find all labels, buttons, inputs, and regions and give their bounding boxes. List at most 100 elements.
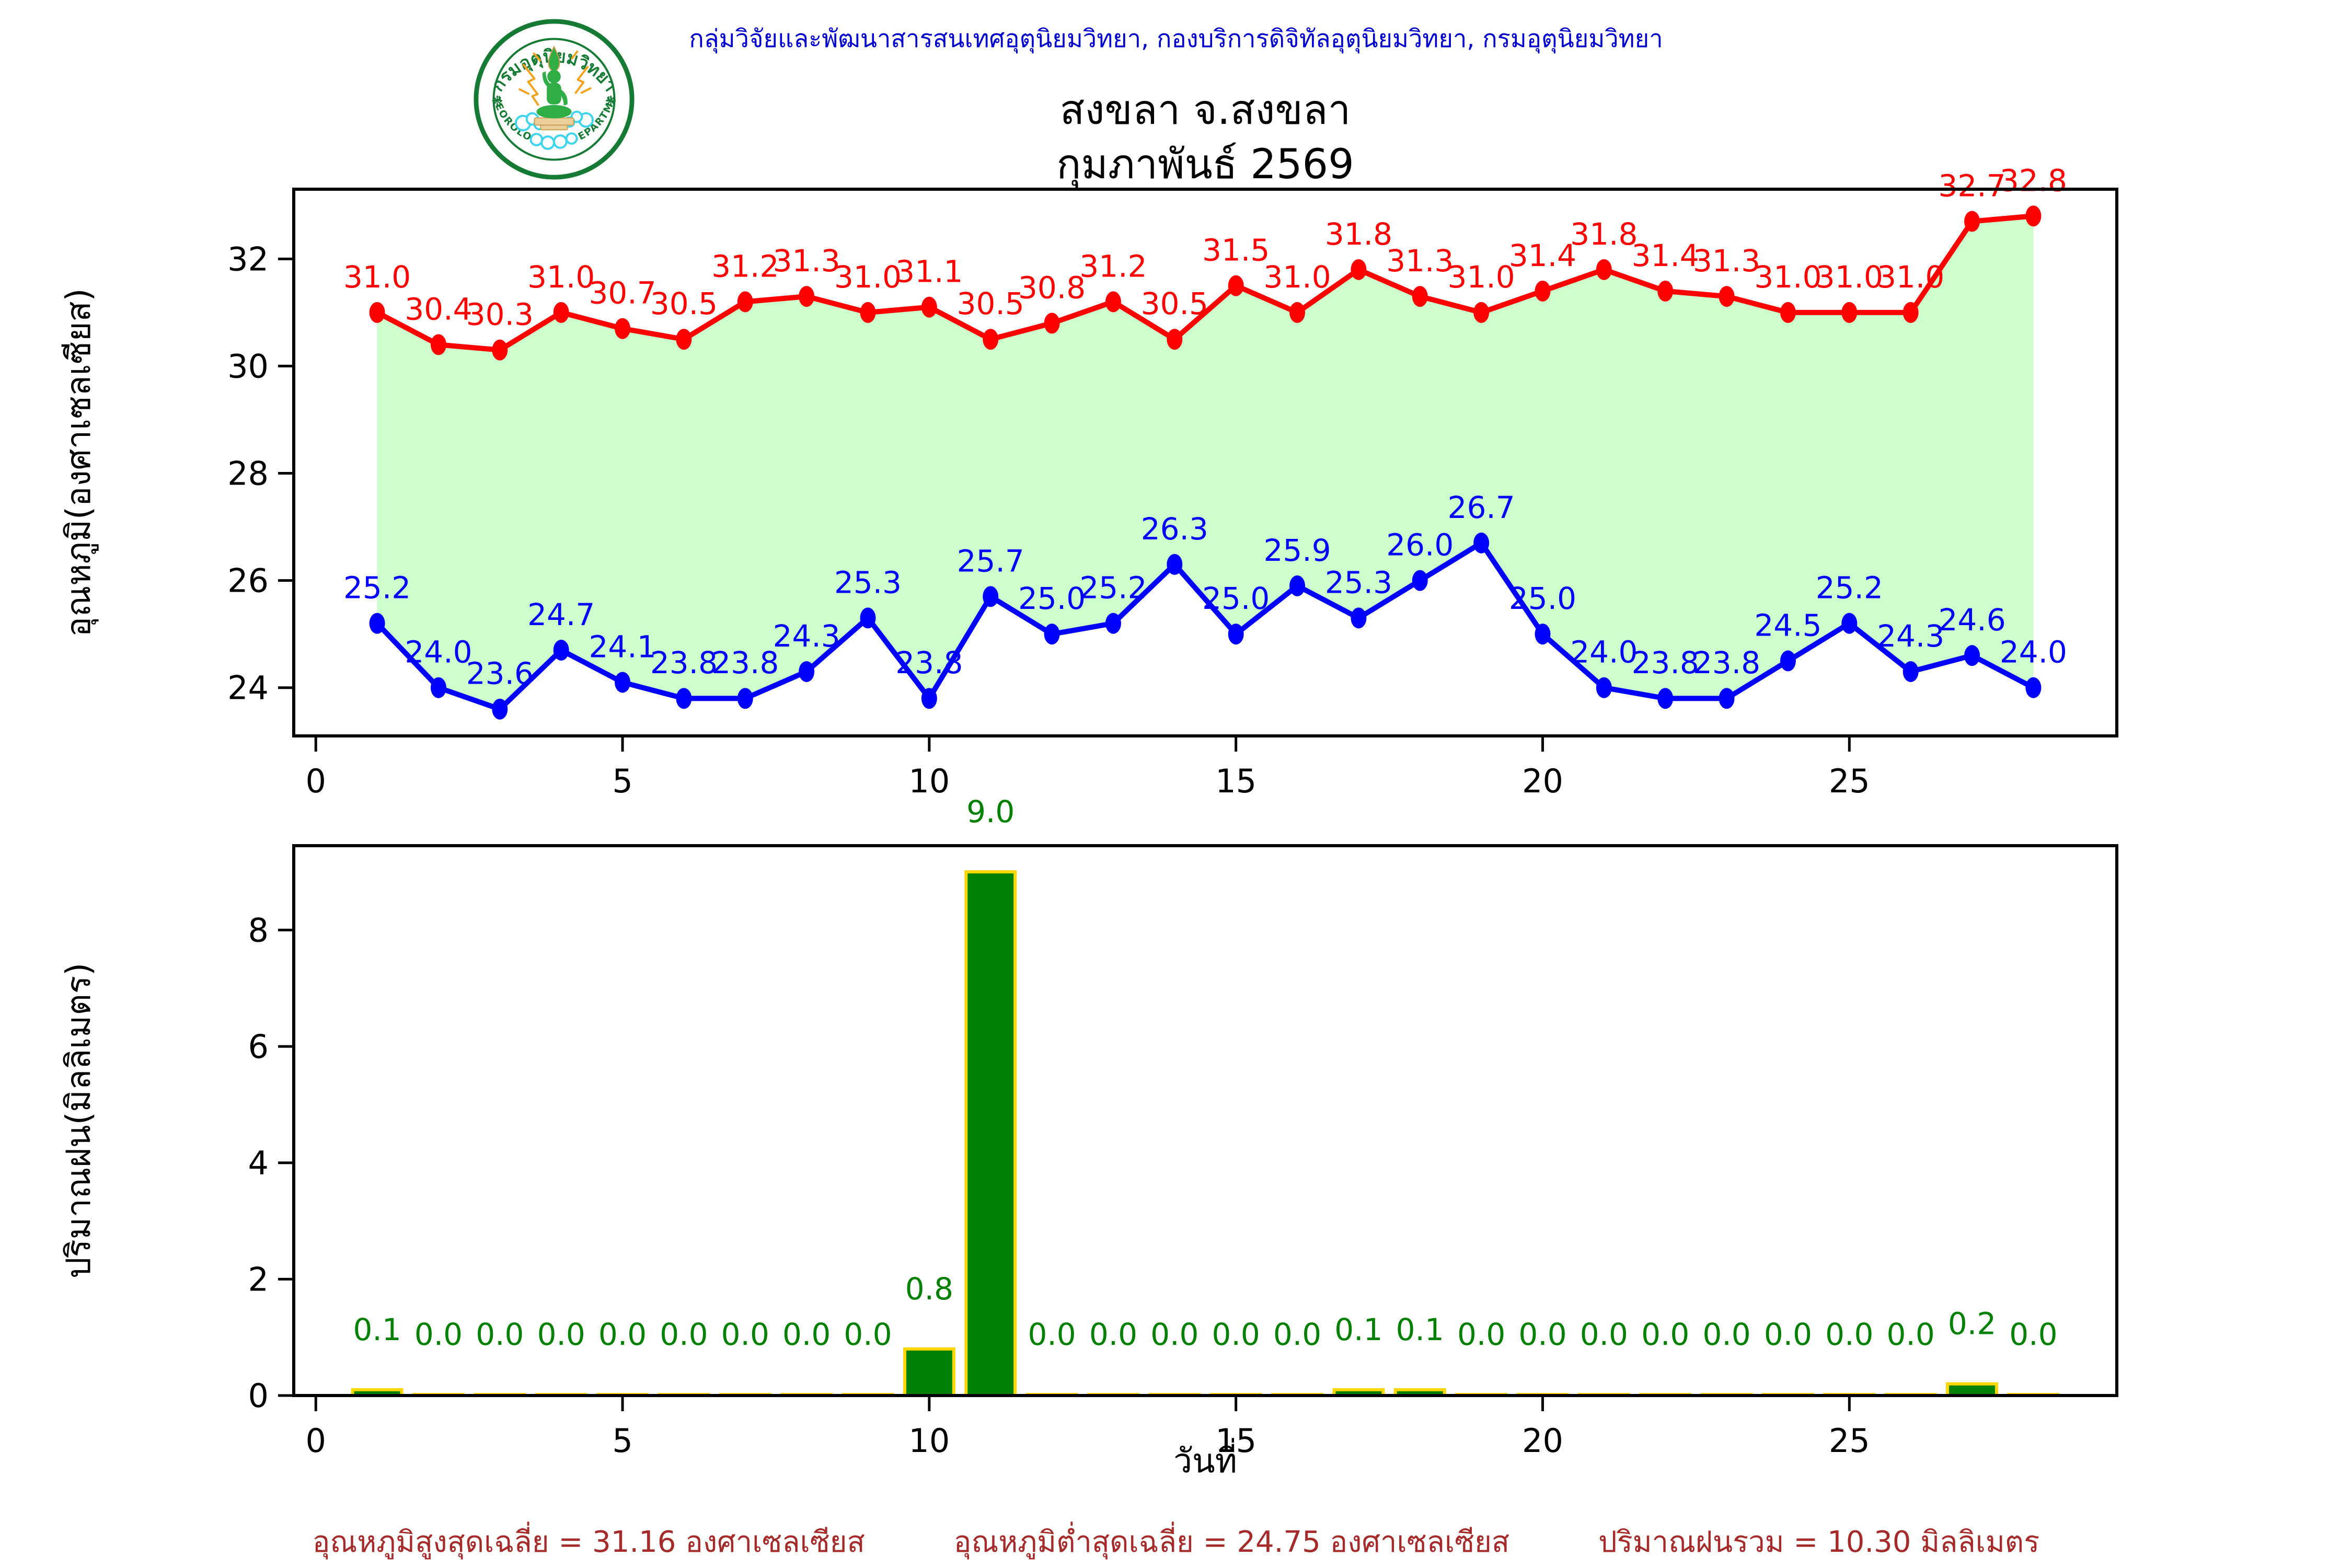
min-temp-point [615, 672, 631, 693]
day-axis-label: วันที่ [1173, 1442, 1237, 1481]
max-temp-value-label: 30.5 [957, 286, 1024, 321]
min-temp-value-label: 25.0 [1202, 581, 1270, 616]
min-temp-point [1964, 645, 1980, 666]
min-temp-value-label: 24.3 [1877, 618, 1944, 654]
rain-chart-x-tick-label: 20 [1522, 1422, 1563, 1460]
rain-value-label: 0.0 [1580, 1317, 1628, 1352]
max-temp-value-label: 32.8 [2000, 163, 2067, 198]
temp-chart-x-tick-label: 5 [612, 762, 632, 800]
rain-value-label: 0.0 [1457, 1317, 1505, 1352]
max-temp-value-label: 31.0 [527, 259, 595, 295]
max-temp-value-label: 31.1 [895, 254, 963, 290]
min-temp-point [1044, 624, 1060, 645]
min-temp-point [553, 639, 569, 661]
min-temp-point [921, 688, 937, 709]
max-temp-value-label: 31.2 [711, 248, 779, 284]
org-header-text: กลุ่มวิจัยและพัฒนาสารสนเทศอุตุนิยมวิทยา,… [689, 25, 1663, 53]
rain-value-label: 0.0 [660, 1317, 708, 1352]
min-temp-value-label: 24.3 [773, 618, 840, 654]
logo-pedestal [534, 117, 574, 131]
max-temp-value-label: 31.2 [1079, 248, 1147, 284]
summary-min-avg: อุณหภูมิต่ำสุดเฉลี่ย = 24.75 องศาเซลเซีย… [953, 1525, 1510, 1559]
svg-text:❋: ❋ [605, 94, 617, 109]
min-temp-point [1596, 677, 1612, 698]
rain-chart-frame [292, 844, 2118, 1397]
min-temp-value-label: 26.7 [1448, 490, 1515, 525]
min-temp-value-label: 25.3 [834, 564, 902, 600]
temp-chart-x-tick-label: 25 [1829, 762, 1870, 800]
rain-value-label: 0.0 [1702, 1317, 1750, 1352]
max-temp-value-label: 31.5 [1202, 233, 1270, 268]
min-temp-value-label: 23.8 [711, 645, 779, 681]
rain-bar [1946, 1382, 1998, 1397]
max-temp-point [676, 329, 692, 350]
min-temp-value-label: 23.6 [466, 656, 534, 691]
rain-value-label: 0.0 [1641, 1317, 1689, 1352]
min-temp-point [369, 613, 385, 634]
rain-chart-y-tick-label: 8 [248, 911, 269, 949]
max-temp-point [860, 302, 876, 323]
chart-title-month: กุมภาพันธ์ 2569 [1056, 141, 1354, 188]
min-temp-point [983, 586, 999, 607]
logo-star-left-icon: ❋ [492, 94, 503, 109]
max-temp-value-label: 32.7 [1938, 168, 2005, 204]
max-temp-point [2025, 205, 2042, 227]
max-temp-point [1228, 275, 1244, 296]
rain-value-label: 0.0 [1028, 1317, 1076, 1352]
max-temp-point [921, 296, 937, 318]
max-temp-point [1351, 259, 1367, 280]
rain-bar [964, 870, 1017, 1397]
temp-range-fill [377, 216, 2034, 709]
max-temp-value-label: 30.8 [1018, 270, 1086, 305]
rain-value-label: 0.0 [1518, 1317, 1566, 1352]
svg-text:❋: ❋ [492, 94, 503, 109]
temp-chart-y-tick-label: 32 [227, 240, 269, 278]
summary-row: อุณหภูมิสูงสุดเฉลี่ย = 31.16 องศาเซลเซีย… [0, 1518, 2352, 1565]
max-temp-point [1412, 286, 1428, 307]
min-temp-value-label: 25.2 [1079, 570, 1147, 606]
max-temp-point [369, 302, 385, 323]
logo-clouds-icon [514, 110, 594, 150]
max-temp-value-label: 30.7 [589, 275, 656, 311]
max-temp-point [430, 334, 446, 355]
min-temp-value-label: 24.0 [1570, 635, 1638, 670]
rain-value-label: 0.2 [1948, 1306, 1996, 1342]
summary-rain-total: ปริมาณฝนรวม = 10.30 มิลลิเมตร [1598, 1525, 2040, 1559]
rain-value-label: 0.1 [1334, 1312, 1382, 1347]
rain-value-label: 0.0 [1150, 1317, 1198, 1352]
temp-chart-y-tick-label: 30 [227, 347, 269, 385]
rain-value-label: 0.0 [782, 1317, 831, 1352]
max-temp-value-label: 30.4 [405, 291, 472, 327]
rain-value-label: 0.0 [476, 1317, 524, 1352]
rain-chart-x-tick-label: 0 [306, 1422, 326, 1460]
max-temp-point [1167, 329, 1183, 350]
min-temp-point [1473, 532, 1490, 554]
max-temp-point [737, 291, 753, 313]
min-temp-point [2025, 677, 2042, 698]
max-temp-point [553, 302, 569, 323]
max-temp-point [1044, 313, 1060, 334]
temp-chart-x-tick-label: 15 [1215, 762, 1256, 800]
max-temp-value-label: 30.5 [650, 286, 718, 321]
max-temp-value-label: 31.0 [1448, 259, 1515, 295]
max-temp-point [1289, 302, 1306, 323]
min-temp-value-label: 24.5 [1754, 607, 1821, 643]
min-temp-value-label: 24.6 [1938, 602, 2005, 638]
min-temp-value-label: 24.0 [2000, 635, 2067, 670]
rain-value-label: 0.0 [721, 1317, 769, 1352]
min-temp-point [1289, 575, 1306, 596]
rain-chart-x-tick-label: 10 [908, 1422, 950, 1460]
max-temp-point [1903, 302, 1919, 323]
min-temp-point [1351, 607, 1367, 629]
max-temp-value-label: 31.4 [1509, 238, 1576, 273]
temp-chart-y-tick-label: 24 [227, 669, 269, 707]
rain-value-label: 0.0 [1212, 1317, 1260, 1352]
logo-inner-ring [492, 38, 616, 161]
min-temp-value-label: 25.7 [957, 543, 1024, 579]
rain-bar [903, 1347, 955, 1398]
temp-chart-x-tick-label: 0 [306, 762, 326, 800]
min-temp-point [430, 677, 446, 698]
temp-chart-x-tick-label: 20 [1522, 762, 1563, 800]
max-temp-value-label: 31.0 [1754, 259, 1821, 295]
